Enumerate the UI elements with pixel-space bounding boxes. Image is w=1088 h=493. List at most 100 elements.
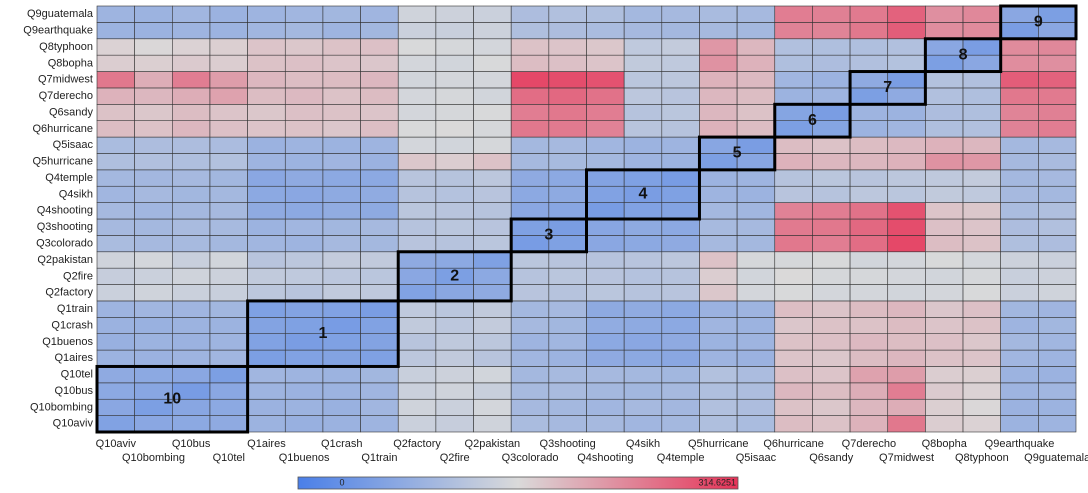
heat-cell xyxy=(623,169,663,187)
heat-cell xyxy=(134,169,173,187)
heat-cell xyxy=(925,153,964,171)
heat-cell xyxy=(699,169,738,187)
x-tick-label: Q7midwest xyxy=(879,452,934,464)
heat-cell xyxy=(322,251,361,269)
heat-cell xyxy=(510,366,550,384)
heat-cell xyxy=(699,185,738,203)
heat-cell xyxy=(322,104,361,121)
heat-cell xyxy=(473,202,512,220)
heat-cell xyxy=(586,153,625,171)
heat-cell xyxy=(96,251,135,269)
heat-cell xyxy=(774,235,813,253)
heat-cell xyxy=(435,5,474,23)
heat-cell xyxy=(435,415,474,433)
heat-cell xyxy=(1038,136,1077,154)
heat-cell xyxy=(548,398,587,416)
heat-cell xyxy=(962,71,1001,89)
heat-cell xyxy=(661,169,700,187)
heat-cell xyxy=(1038,349,1077,367)
heat-cell xyxy=(510,22,550,40)
heat-cell xyxy=(322,349,361,367)
heat-cell xyxy=(247,300,286,318)
heat-cell xyxy=(473,54,512,72)
heat-cell xyxy=(699,5,738,23)
heat-cell xyxy=(209,415,248,433)
heat-cell xyxy=(172,415,211,433)
heat-cell xyxy=(699,333,738,351)
y-tick-label: Q7midwest xyxy=(38,74,93,86)
heat-cell xyxy=(96,202,135,220)
block-label: 3 xyxy=(544,227,553,244)
heat-cell xyxy=(247,169,286,187)
x-tick-label: Q4temple xyxy=(657,452,705,464)
heat-cell xyxy=(661,153,700,171)
x-tick-label: Q9earthquake xyxy=(985,438,1055,450)
heat-cell xyxy=(435,87,474,105)
heat-cell xyxy=(473,38,512,56)
heat-cell xyxy=(435,333,474,351)
heat-cell xyxy=(284,317,324,334)
y-tick-label: Q10bus xyxy=(54,385,93,397)
heat-cell xyxy=(1000,153,1039,171)
heat-cell xyxy=(473,317,512,334)
heat-cell xyxy=(360,169,399,187)
heat-cell xyxy=(284,349,324,367)
heat-cell xyxy=(736,333,776,351)
heat-cell xyxy=(510,38,550,56)
heat-cell xyxy=(209,71,248,89)
heat-cell xyxy=(623,317,663,334)
heat-cell xyxy=(962,202,1001,220)
heat-cell xyxy=(661,22,700,40)
heat-cell xyxy=(360,38,399,56)
heat-cell xyxy=(1038,218,1077,236)
heat-cell xyxy=(736,153,776,171)
heat-cell xyxy=(925,333,964,351)
heat-cell xyxy=(209,22,248,40)
heat-cell xyxy=(247,333,286,351)
heat-cell xyxy=(247,415,286,433)
heat-cell xyxy=(360,366,399,384)
heat-cell xyxy=(962,104,1001,121)
heat-cell xyxy=(962,54,1001,72)
heat-cell xyxy=(284,136,324,154)
heat-cell xyxy=(397,382,437,400)
heat-cell xyxy=(397,218,437,236)
heat-cell xyxy=(699,87,738,105)
heat-cell xyxy=(1000,38,1039,56)
heat-cell xyxy=(284,5,324,23)
heat-cell xyxy=(812,349,851,367)
heat-cell xyxy=(962,153,1001,171)
heat-cell xyxy=(284,87,324,105)
heat-cell xyxy=(134,251,173,269)
heat-cell xyxy=(284,169,324,187)
heat-cell xyxy=(812,104,851,121)
heat-cell xyxy=(435,300,474,318)
heat-cell xyxy=(473,284,512,302)
heat-cell xyxy=(1000,366,1039,384)
heat-cell xyxy=(247,366,286,384)
heat-cell xyxy=(887,202,926,220)
x-tick-label: Q10bus xyxy=(172,438,211,450)
heat-cell xyxy=(360,415,399,433)
heat-cell xyxy=(962,185,1001,203)
x-tick-label: Q3shooting xyxy=(540,438,596,450)
heat-cell xyxy=(322,153,361,171)
heat-cell xyxy=(925,218,964,236)
heat-cell xyxy=(887,382,926,400)
heat-cell xyxy=(774,333,813,351)
x-tick-label: Q5isaac xyxy=(736,452,777,464)
heat-cell xyxy=(925,382,964,400)
heat-cell xyxy=(172,202,211,220)
heat-cell xyxy=(548,120,587,138)
heat-cell xyxy=(623,366,663,384)
heat-cell xyxy=(322,218,361,236)
heat-cell xyxy=(774,185,813,203)
heat-cell xyxy=(360,22,399,40)
heat-cell xyxy=(510,251,550,269)
y-tick-label: Q2factory xyxy=(45,287,93,299)
heat-cell xyxy=(661,415,700,433)
heat-cell xyxy=(510,333,550,351)
heat-cell xyxy=(473,136,512,154)
heat-cell xyxy=(925,71,964,89)
heat-cell xyxy=(548,284,587,302)
